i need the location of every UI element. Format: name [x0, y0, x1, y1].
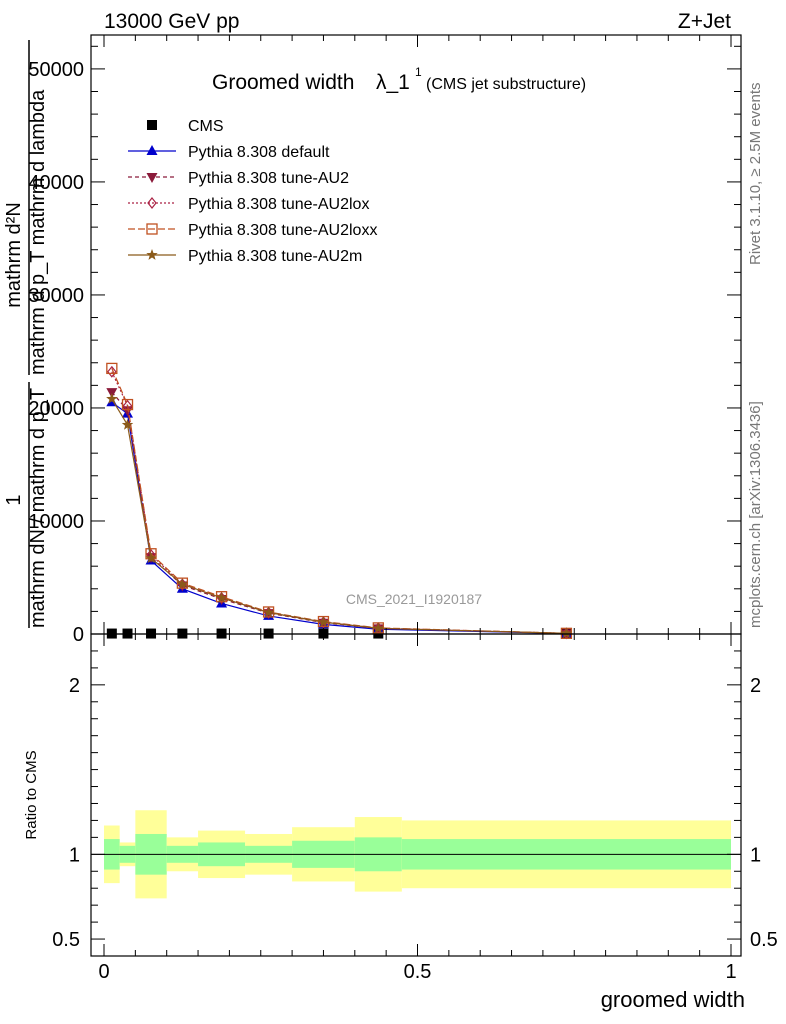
- legend-entry: Pythia 8.308 tune-AU2lox: [128, 196, 369, 213]
- legend-marker: [146, 249, 158, 260]
- series-2: [106, 388, 572, 640]
- mcplots-label: mcplots.cern.ch [arXiv:1306.3436]: [747, 401, 764, 628]
- y-tick-label: 40000: [28, 172, 84, 194]
- legend-marker: [146, 145, 158, 155]
- data-point: [122, 399, 133, 412]
- legend-label: Pythia 8.308 tune-AU2: [188, 170, 349, 187]
- y-tick-label: 50000: [28, 59, 84, 81]
- ratio-tick-label-right: 1: [750, 844, 761, 866]
- chart-title: Groomed width λ_1 1 (CMS jet substructur…: [212, 65, 586, 94]
- data-point: [176, 578, 189, 590]
- y-tick-label: 20000: [28, 398, 84, 420]
- ratio-bands: [91, 810, 741, 899]
- data-point: [121, 398, 134, 411]
- ratio-tick-label-right: 0.5: [750, 929, 778, 951]
- series-line: [111, 398, 567, 634]
- data-point: [145, 552, 157, 564]
- ylabel-one: 1: [3, 494, 25, 505]
- series-line: [111, 401, 567, 635]
- ratio-tick-label: 0.5: [52, 929, 80, 951]
- ratio-tick-label: 1: [69, 844, 80, 866]
- legend-entry: Pythia 8.308 tune-AU2: [128, 170, 349, 187]
- main-y-label: 1 mathrm dN / mathrm d p_T mathrm d²N ma…: [3, 40, 49, 628]
- series-lines: [106, 362, 573, 640]
- data-point: [317, 616, 330, 627]
- legend-entry: CMS: [147, 118, 224, 135]
- legend-marker: [147, 197, 157, 209]
- title-symbol: λ_1: [376, 71, 410, 94]
- series-line: [111, 368, 567, 634]
- data-point: [106, 362, 118, 375]
- data-point: [215, 591, 228, 603]
- legend-label: Pythia 8.308 default: [188, 144, 330, 161]
- series-4: [106, 362, 573, 639]
- process-label: Z+Jet: [678, 10, 731, 33]
- data-point: [372, 622, 385, 634]
- legend-marker: [146, 223, 158, 235]
- ylabel-d2n: mathrm d²N: [3, 202, 25, 308]
- legend: CMS Pythia 8.308 default Pythia 8.308 tune…: [128, 118, 377, 265]
- y-tick-label: 10000: [28, 511, 84, 533]
- x-tick-label: 1: [725, 961, 736, 983]
- legend-entry: Pythia 8.308 tune-AU2loxx: [128, 222, 377, 239]
- legend-entry: Pythia 8.308 tune-AU2m: [128, 248, 362, 265]
- legend-marker: [147, 120, 157, 130]
- ylabel-dpt-dlambda: mathrm d p_T mathrm d lambda: [27, 89, 49, 375]
- legend-entry: Pythia 8.308 default: [128, 144, 330, 161]
- energy-label: 13000 GeV pp: [104, 10, 239, 33]
- legend-label: Pythia 8.308 tune-AU2loxx: [188, 222, 377, 239]
- title-sup: 1: [415, 65, 422, 79]
- x-tick-label: 0: [98, 961, 109, 983]
- data-point: [106, 392, 118, 404]
- data-point: [176, 577, 189, 589]
- y-tick-label: 30000: [28, 285, 84, 307]
- title-text: Groomed width: [212, 71, 354, 94]
- axis-ticks: 0 0.5 1 0 10000 20000 30000 40000 50000 0.5 0.5 1 1 2…: [28, 35, 778, 983]
- data-point: [107, 365, 117, 378]
- title-subtitle: (CMS jet substructure): [426, 76, 586, 93]
- legend-label: CMS: [188, 118, 224, 135]
- data-point: [560, 627, 573, 639]
- x-tick-label: 0.5: [404, 961, 432, 983]
- y-tick-label: 0: [73, 624, 84, 646]
- series-3: [107, 365, 572, 640]
- series-line: [111, 371, 567, 634]
- data-point: [262, 606, 275, 618]
- legend-marker: [146, 173, 158, 183]
- ratio-tick-label: 2: [69, 675, 80, 697]
- analysis-watermark: CMS_2021_I1920187: [346, 591, 482, 607]
- legend-label: Pythia 8.308 tune-AU2lox: [188, 196, 369, 213]
- ratio-tick-label-right: 2: [750, 675, 761, 697]
- x-axis-label: groomed width: [601, 987, 745, 1012]
- series-5: [106, 392, 573, 639]
- series-line: [111, 391, 567, 634]
- rivet-label: Rivet 3.1.10, ≥ 2.5M events: [747, 83, 764, 266]
- data-point: [121, 418, 134, 430]
- ratio-y-label: Ratio to CMS: [23, 750, 40, 839]
- ylabel-dn-dpt: mathrm dN / mathrm d p_T: [27, 388, 49, 628]
- series-1: [106, 396, 572, 638]
- legend-label: Pythia 8.308 tune-AU2m: [188, 248, 362, 265]
- ratio-frame: [90, 633, 742, 957]
- axes-frames: [90, 34, 742, 957]
